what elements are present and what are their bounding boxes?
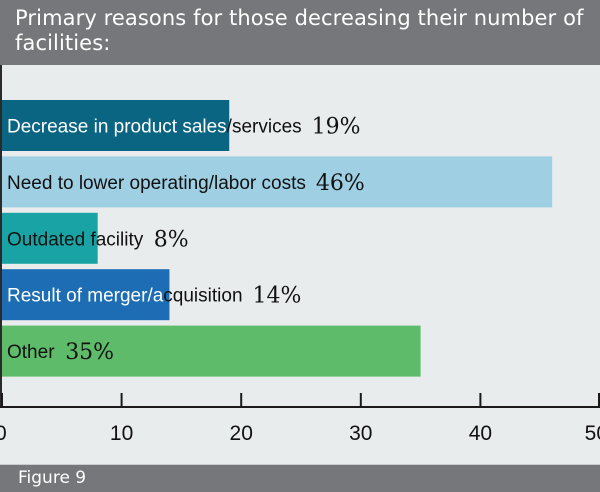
x-tick-label: 40 xyxy=(469,422,492,445)
bar-value-label: 35% xyxy=(65,340,114,365)
y-axis-line xyxy=(0,65,2,408)
x-tick-label: 0 xyxy=(0,422,7,445)
bar-value-label: 8% xyxy=(154,227,189,252)
bar-group: Result of merger/acquisition 14% xyxy=(2,269,302,321)
bar xyxy=(2,100,230,151)
figure-label: Figure 9 xyxy=(18,468,87,488)
bar-label: Other xyxy=(7,342,55,363)
bar-group: Decrease in product sales/services 19% xyxy=(2,100,361,151)
bar-group: Need to lower operating/labor costs 46% xyxy=(2,156,553,208)
bar-value-label: 14% xyxy=(253,284,302,309)
chart-header: Primary reasons for those decreasing the… xyxy=(0,0,600,65)
bar-value-label: 46% xyxy=(316,171,365,196)
x-tick-label: 10 xyxy=(110,422,133,445)
bar xyxy=(2,269,170,321)
bar xyxy=(2,212,98,264)
bar-label: Outdated facility xyxy=(7,229,144,250)
bar xyxy=(2,156,553,208)
chart-title: Primary reasons for those decreasing the… xyxy=(15,6,584,55)
bar-value-label: 19% xyxy=(312,115,361,140)
bar-group: Outdated facility 8% xyxy=(2,212,189,264)
bar xyxy=(2,325,421,377)
figure-footer: Figure 9 xyxy=(0,464,600,492)
bar-label: Decrease in product sales/services xyxy=(7,117,302,138)
bar-group: Other 35% xyxy=(2,325,421,377)
bar-label: Result of merger/acquisition xyxy=(7,286,243,307)
x-tick-label: 20 xyxy=(230,422,253,445)
bar-chart: Decrease in product sales/services 19% Nee… xyxy=(0,100,600,445)
x-tick-label: 50 xyxy=(585,422,600,445)
x-tick-label: 30 xyxy=(349,422,372,445)
bar-label: Need to lower operating/labor costs xyxy=(7,173,306,194)
